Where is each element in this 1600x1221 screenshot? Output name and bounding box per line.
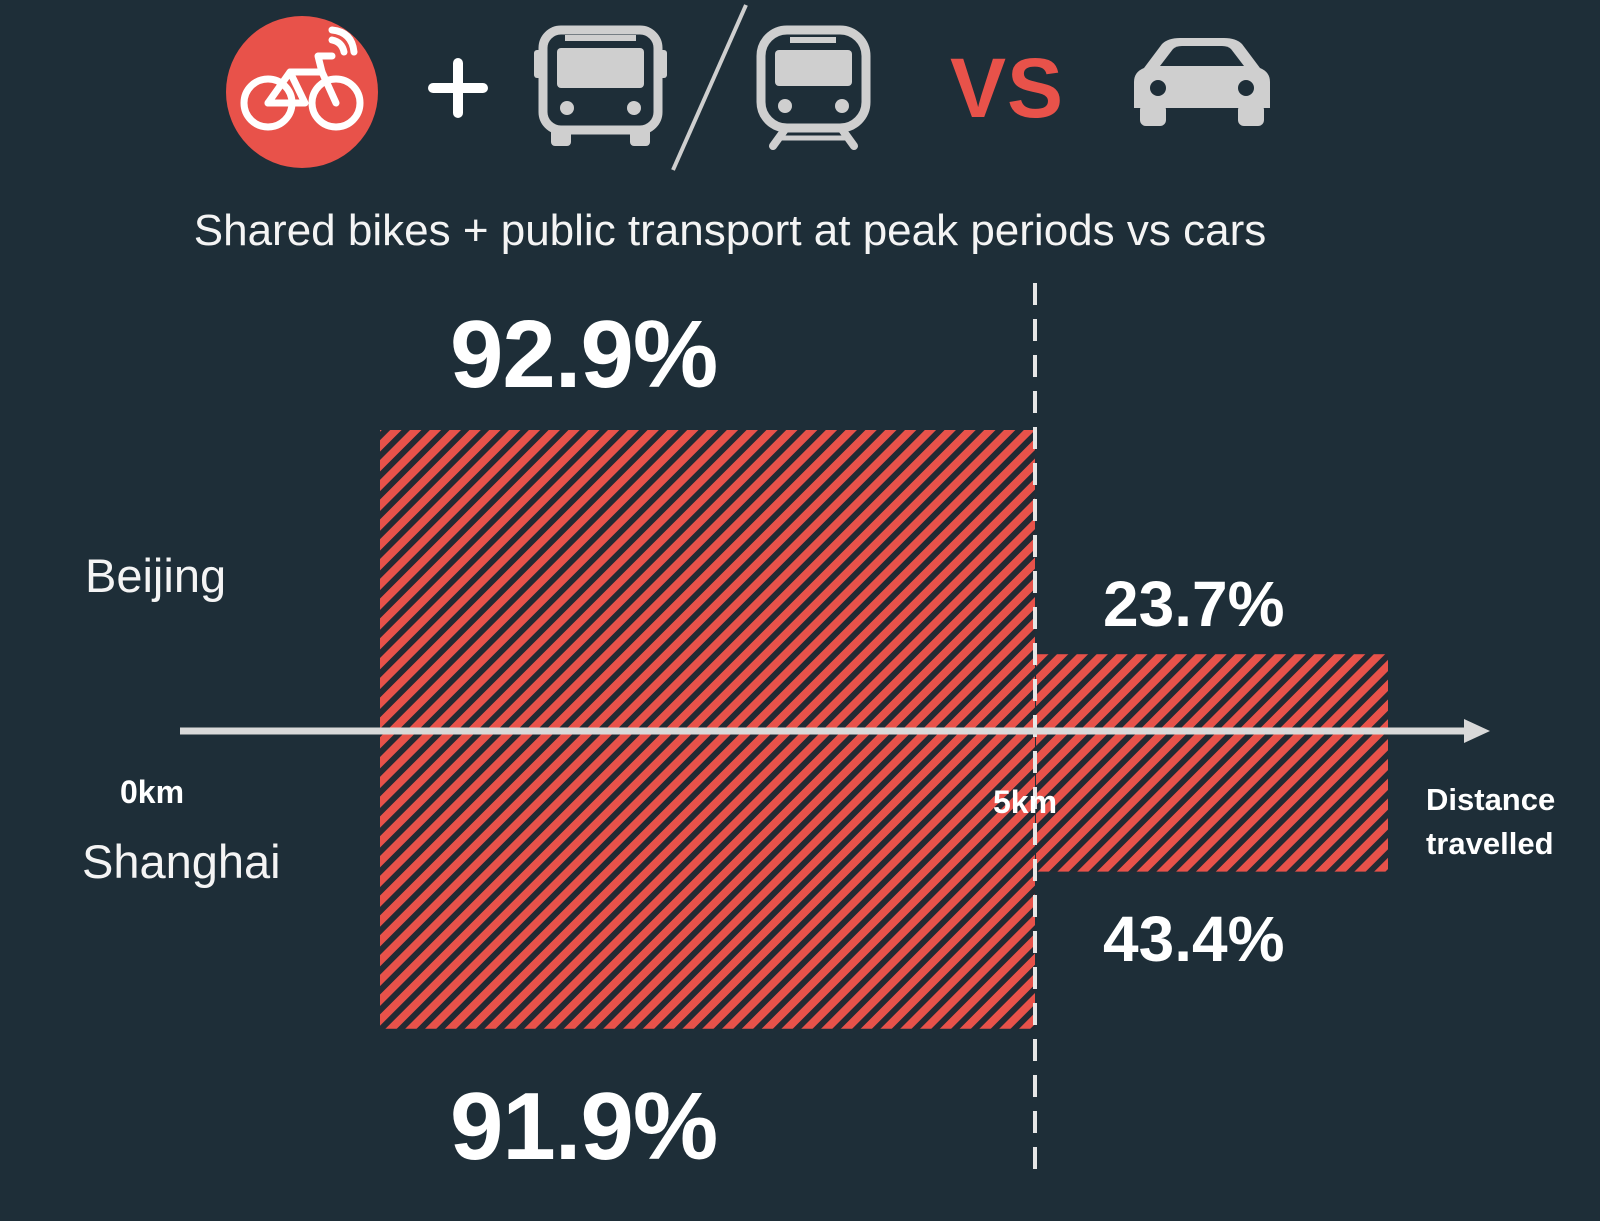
vs-label: VS (950, 41, 1065, 135)
shanghai-bar-under-5km (380, 731, 1035, 1029)
series-label-shanghai: Shanghai (82, 835, 281, 888)
data-label-beijing-under-5km: 92.9% (450, 301, 718, 408)
x-tick-0km: 0km (120, 774, 185, 810)
data-label-shanghai-under-5km: 91.9% (450, 1073, 718, 1180)
x-axis-title: Distance travelled (1426, 782, 1556, 861)
train-icon (756, 25, 871, 150)
shared-bike-icon (226, 16, 378, 168)
x-tick-5km: 5km (993, 784, 1058, 820)
beijing-bar-under-5km (380, 430, 1035, 731)
slash-divider (671, 4, 748, 171)
bus-icon (534, 25, 667, 146)
car-icon (1134, 38, 1270, 126)
series-label-beijing: Beijing (85, 549, 227, 602)
chart-title: Shared bikes + public transport at peak … (193, 206, 1267, 255)
beijing-bar-over-5km (1036, 654, 1388, 731)
x-axis (180, 719, 1490, 743)
data-label-shanghai-over-5km: 43.4% (1103, 903, 1285, 975)
plus-icon (428, 58, 488, 118)
shanghai-bar-over-5km (1036, 731, 1388, 872)
data-label-beijing-over-5km: 23.7% (1103, 568, 1285, 640)
